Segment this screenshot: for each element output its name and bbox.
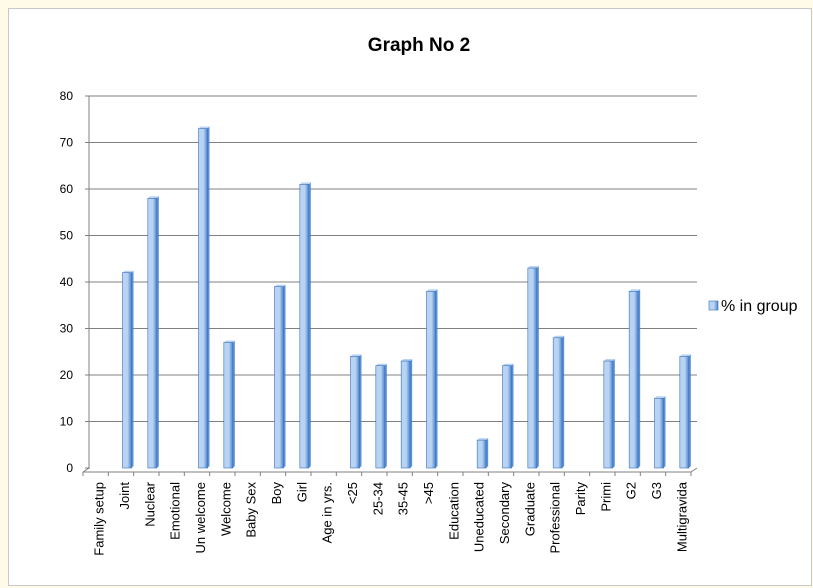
x-category-label: Parity [573, 482, 588, 516]
x-category-label: Girl [294, 482, 309, 502]
legend: % in group [708, 298, 798, 315]
bar [147, 196, 159, 469]
chart-title: Graph No 2 [368, 35, 470, 56]
bar [375, 363, 387, 469]
x-category-label: Boy [269, 482, 284, 505]
bar [502, 363, 514, 469]
bar [603, 359, 615, 469]
x-category-label: >45 [421, 482, 436, 504]
x-category-label: Uneducated [472, 482, 487, 552]
y-tick-label: 10 [60, 415, 74, 429]
x-category-label: Professional [548, 482, 563, 554]
bar [400, 359, 413, 469]
gridlines [85, 95, 697, 469]
x-category-label: <25 [345, 482, 360, 504]
bars [122, 126, 691, 469]
y-tick-label: 30 [60, 322, 74, 336]
bar [654, 396, 666, 469]
bar-chart: Graph No 2 0 10 20 30 40 50 60 70 80 Family setu… [60, 35, 798, 556]
y-tick-label: 0 [66, 461, 73, 475]
bar [426, 289, 438, 469]
bar [198, 126, 210, 469]
x-category-label: Family setup [92, 482, 107, 556]
bar [223, 340, 235, 469]
x-category-label: 35-45 [396, 482, 411, 515]
x-category-label: Welcome [218, 482, 233, 536]
y-tick-label: 80 [60, 89, 74, 103]
x-category-label: Emotional [168, 482, 183, 540]
x-category-label: Nuclear [142, 481, 157, 526]
bar [527, 266, 539, 469]
chart-frame: Graph No 2 0 10 20 30 40 50 60 70 80 Family setu… [8, 8, 812, 586]
bar [628, 289, 641, 469]
x-category-label: Graduate [522, 482, 537, 536]
x-category-label: G2 [624, 482, 639, 499]
y-axis-tick-labels: 0 10 20 30 40 50 60 70 80 [60, 89, 74, 475]
x-category-label: Secondary [497, 482, 512, 545]
x-category-label: Un welcome [193, 482, 208, 554]
x-category-label: G3 [649, 482, 664, 499]
x-category-label: Age in yrs. [320, 482, 335, 543]
x-category-label: Education [446, 482, 461, 540]
x-category-label: Primi [598, 482, 613, 512]
y-tick-label: 70 [60, 136, 74, 150]
bar [552, 335, 565, 469]
bar [299, 182, 311, 469]
legend-label: % in group [721, 298, 798, 315]
x-category-label: 25-34 [370, 482, 385, 515]
bar [679, 354, 691, 469]
y-tick-label: 40 [60, 275, 74, 289]
y-tick-label: 20 [60, 368, 74, 382]
bar [122, 270, 134, 469]
y-tick-label: 50 [60, 229, 74, 243]
bar [476, 438, 489, 469]
bar [274, 284, 286, 469]
legend-swatch [708, 300, 719, 311]
x-category-label: Joint [117, 482, 132, 510]
axis-depth-edge [690, 467, 698, 473]
y-tick-label: 60 [60, 182, 74, 196]
bar [350, 354, 362, 469]
x-axis-category-labels: Family setup Joint Nuclear Emotional Un welc… [92, 481, 690, 555]
x-category-label: Baby Sex [244, 482, 259, 538]
axes [82, 96, 698, 476]
x-category-label: Multigravida [674, 481, 689, 552]
axis-depth-edge [82, 467, 90, 473]
